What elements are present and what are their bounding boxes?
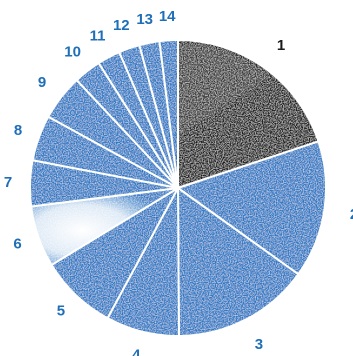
slice-label-11: 11 <box>90 28 106 45</box>
slice-label-8: 8 <box>14 122 22 139</box>
pie-slice-1-shade <box>178 42 271 137</box>
pie-slice-14 <box>158 38 179 189</box>
slice-label-14: 14 <box>159 8 176 25</box>
slice-label-1: 1 <box>277 37 285 54</box>
slice-label-4: 4 <box>132 346 141 356</box>
slice-label-9: 9 <box>38 74 46 91</box>
pie-slices <box>29 38 327 338</box>
slice-label-6: 6 <box>13 236 21 253</box>
slice-label-7: 7 <box>4 174 12 191</box>
slice-label-12: 12 <box>113 17 130 34</box>
pie-slice-3 <box>176 186 300 338</box>
slice-label-10: 10 <box>64 44 81 61</box>
slice-labels: 1234567891011121314 <box>4 8 353 356</box>
slice-label-5: 5 <box>57 303 65 320</box>
pie-slice-2 <box>175 140 327 276</box>
slice-label-2: 2 <box>350 206 353 223</box>
slice-label-13: 13 <box>136 11 153 28</box>
slice-label-3: 3 <box>255 336 263 353</box>
